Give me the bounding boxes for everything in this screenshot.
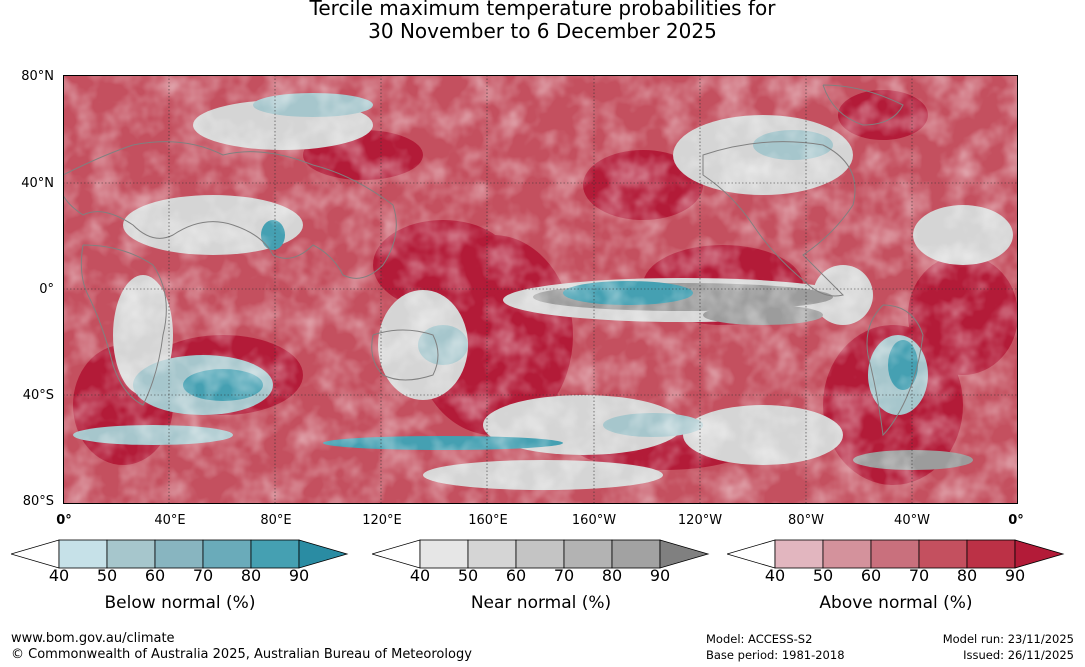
colorbar-tick-label: 60 bbox=[144, 566, 166, 585]
colorbar-tick-label: 40 bbox=[409, 566, 431, 585]
lat-label-40n: 40°N bbox=[21, 176, 54, 191]
colorbar-tick-label: 40 bbox=[764, 566, 786, 585]
colorbar-high-extension bbox=[298, 539, 349, 569]
colorbar-swatch bbox=[106, 539, 156, 569]
footer-copyright: © Commonwealth of Australia 2025, Austra… bbox=[11, 647, 472, 662]
coastlines bbox=[63, 84, 924, 437]
colorbar-tick-label: 90 bbox=[649, 566, 671, 585]
colorbar-swatch bbox=[918, 539, 968, 569]
colorbar-near-normal-title: Near normal (%) bbox=[470, 593, 612, 613]
colorbar-tick-label: 80 bbox=[956, 566, 978, 585]
colorbar-tick-label: 50 bbox=[96, 566, 118, 585]
colorbar-swatch bbox=[822, 539, 872, 569]
lon-label-120e: 120°E bbox=[362, 513, 402, 528]
colorbar-tick-label: 60 bbox=[505, 566, 527, 585]
colorbar-tick-label: 80 bbox=[601, 566, 623, 585]
colorbar-tick-label: 70 bbox=[192, 566, 214, 585]
colorbar-swatch bbox=[870, 539, 920, 569]
colorbar-swatch bbox=[563, 539, 613, 569]
map-frame bbox=[63, 75, 1018, 504]
probability-map bbox=[63, 75, 1018, 504]
colorbar-swatch bbox=[58, 539, 108, 569]
lat-label-80s: 80°S bbox=[22, 494, 54, 509]
graticule bbox=[63, 75, 1018, 504]
colorbar-swatch bbox=[774, 539, 824, 569]
colorbar-tick-label: 80 bbox=[240, 566, 262, 585]
footer-website: www.bom.gov.au/climate bbox=[11, 631, 175, 646]
colorbar-swatch bbox=[419, 539, 469, 569]
colorbar-tick-label: 40 bbox=[48, 566, 70, 585]
footer-model-run: Model run: 23/11/2025 bbox=[942, 632, 1074, 646]
lon-label-80w: 80°W bbox=[788, 513, 824, 528]
colorbar-tick-label: 50 bbox=[812, 566, 834, 585]
lon-label-120w: 120°W bbox=[677, 513, 723, 528]
map-texture bbox=[63, 75, 1018, 504]
colorbar-near-normal: Near normal (%) 40 50 60 70 80 90 bbox=[372, 536, 710, 626]
colorbar-swatch bbox=[154, 539, 204, 569]
lon-label-0-left: 0° bbox=[56, 513, 72, 528]
colorbar-tick-label: 70 bbox=[908, 566, 930, 585]
colorbar-low-extension bbox=[11, 539, 60, 569]
lon-label-40w: 40°W bbox=[894, 513, 930, 528]
lat-label-0: 0° bbox=[39, 282, 54, 297]
lat-label-80n: 80°N bbox=[21, 69, 54, 84]
colorbar-tick-label: 50 bbox=[457, 566, 479, 585]
colorbar-swatch bbox=[467, 539, 517, 569]
lon-label-0-right: 0° bbox=[1008, 513, 1024, 528]
colorbar-swatch bbox=[250, 539, 300, 569]
colorbar-swatch bbox=[202, 539, 252, 569]
colorbar-near-normal-swatches bbox=[372, 539, 710, 569]
footer-model: Model: ACCESS-S2 bbox=[706, 632, 813, 646]
lon-label-40e: 40°E bbox=[154, 513, 186, 528]
map-svg bbox=[63, 75, 1018, 504]
colorbar-tick-label: 70 bbox=[553, 566, 575, 585]
colorbar-tick-label: 90 bbox=[1004, 566, 1026, 585]
colorbar-high-extension bbox=[1014, 539, 1065, 569]
lon-label-160e: 160°E bbox=[468, 513, 508, 528]
colorbar-above-normal-title: Above normal (%) bbox=[819, 593, 973, 613]
colorbar-swatch bbox=[515, 539, 565, 569]
colorbar-below-normal: Below normal (%) 40 50 60 70 80 90 bbox=[11, 536, 349, 626]
lat-label-40s: 40°S bbox=[22, 388, 54, 403]
colorbar-high-extension bbox=[659, 539, 710, 569]
map-title: Tercile maximum temperature probabilitie… bbox=[0, 0, 1085, 43]
colorbar-above-normal-swatches bbox=[727, 539, 1065, 569]
colorbar-above-normal: Above normal (%) 40 50 60 70 80 90 bbox=[727, 536, 1065, 626]
colorbar-below-normal-swatches bbox=[11, 539, 349, 569]
lon-label-160w: 160°W bbox=[571, 513, 617, 528]
title-line-2: 30 November to 6 December 2025 bbox=[368, 19, 717, 43]
colorbar-swatch bbox=[966, 539, 1016, 569]
colorbar-tick-label: 90 bbox=[288, 566, 310, 585]
title-line-1: Tercile maximum temperature probabilitie… bbox=[309, 0, 776, 20]
colorbar-low-extension bbox=[727, 539, 776, 569]
footer-issued: Issued: 26/11/2025 bbox=[963, 648, 1074, 662]
footer-base-period: Base period: 1981-2018 bbox=[706, 648, 845, 662]
colorbar-low-extension bbox=[372, 539, 421, 569]
colorbar-tick-label: 60 bbox=[860, 566, 882, 585]
colorbar-swatch bbox=[611, 539, 661, 569]
lon-label-80e: 80°E bbox=[260, 513, 292, 528]
colorbar-below-normal-title: Below normal (%) bbox=[104, 593, 256, 613]
